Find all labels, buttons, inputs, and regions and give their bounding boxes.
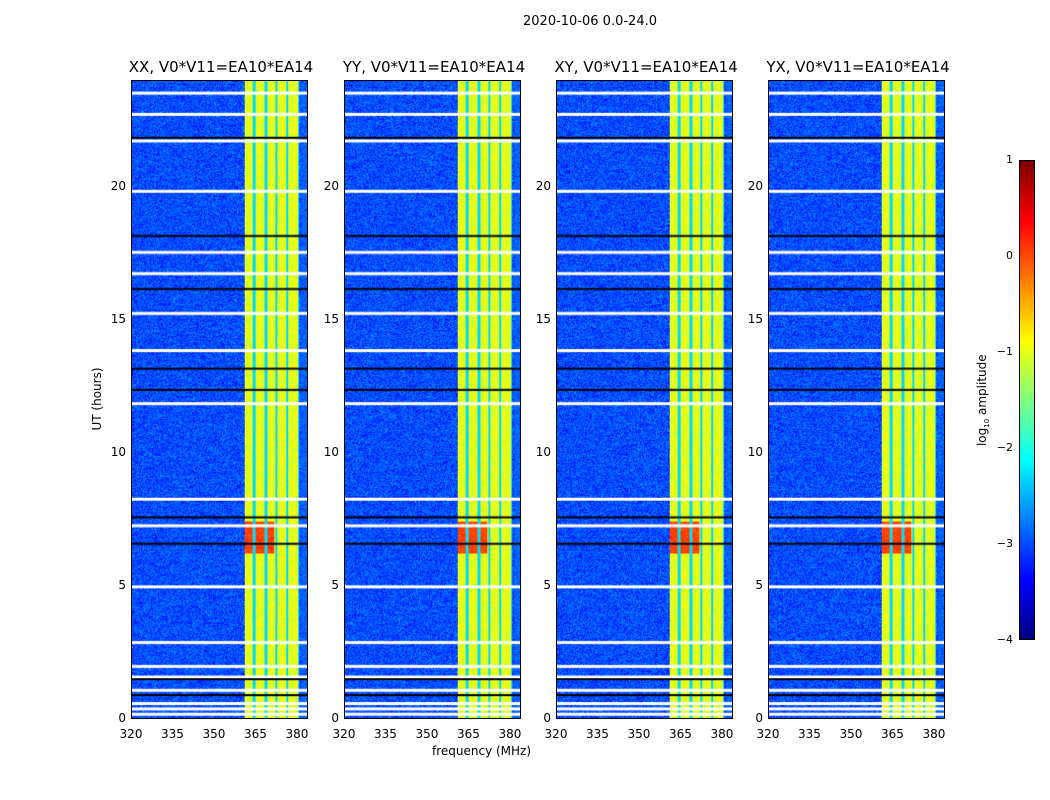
x-tick-label: 350 bbox=[839, 727, 863, 741]
y-tick-label: 20 bbox=[535, 178, 551, 193]
x-axis-label: frequency (MHz) bbox=[432, 744, 532, 758]
colorbar-tick-label: −1 bbox=[996, 345, 1013, 358]
colorbar-tick-label: −3 bbox=[996, 537, 1013, 550]
x-tick-label: 335 bbox=[798, 727, 821, 741]
x-tick-label: 335 bbox=[586, 727, 609, 741]
spectrogram-heatmap bbox=[344, 80, 521, 719]
spectrogram-heatmap bbox=[768, 80, 945, 719]
panel-1: YY, V0*V11=EA10*EA14 320 335 350 365 380 0 5 10 1… bbox=[324, 58, 525, 741]
colorbar-tick-label: 0 bbox=[1006, 249, 1013, 262]
y-tick-label: 5 bbox=[755, 577, 763, 592]
x-tick-label: 320 bbox=[119, 727, 143, 741]
colorbar-tick-label: −2 bbox=[996, 441, 1013, 454]
x-tick-label: 320 bbox=[544, 727, 568, 741]
colorbar-label: log10 amplitude bbox=[974, 354, 992, 447]
x-tick-label: 350 bbox=[627, 727, 651, 741]
y-axis-label: UT (hours) bbox=[90, 367, 104, 431]
spectrogram-heatmap bbox=[556, 80, 733, 719]
colorbar-tick-label: 1 bbox=[1006, 153, 1013, 166]
x-tick-label: 335 bbox=[374, 727, 397, 741]
y-tick-label: 5 bbox=[331, 577, 339, 592]
x-tick-label: 365 bbox=[457, 727, 480, 741]
y-tick-label: 10 bbox=[535, 444, 551, 459]
x-tick-label: 365 bbox=[881, 727, 904, 741]
y-tick-label: 15 bbox=[747, 311, 763, 326]
panel-title: YX, V0*V11=EA10*EA14 bbox=[766, 58, 950, 76]
y-tick-label: 10 bbox=[110, 444, 126, 459]
figure-title: 2020-10-06 0.0-24.0 bbox=[523, 14, 657, 29]
x-tick-label: 380 bbox=[285, 727, 309, 741]
x-tick-label: 380 bbox=[922, 727, 946, 741]
y-tick-label: 20 bbox=[747, 178, 763, 193]
x-tick-label: 365 bbox=[669, 727, 692, 741]
x-tick-label: 350 bbox=[415, 727, 439, 741]
y-tick-label: 10 bbox=[323, 444, 339, 459]
x-tick-label: 380 bbox=[710, 727, 734, 741]
y-tick-label: 0 bbox=[755, 711, 763, 725]
colorbar-tick-label: −4 bbox=[996, 633, 1013, 646]
y-tick-label: 5 bbox=[118, 577, 126, 592]
x-tick-label: 365 bbox=[244, 727, 267, 741]
x-tick-label: 335 bbox=[161, 727, 184, 741]
y-tick-label: 20 bbox=[110, 178, 126, 193]
colorbar bbox=[1019, 160, 1035, 640]
y-tick-label: 15 bbox=[110, 311, 126, 326]
y-tick-label: 15 bbox=[535, 311, 551, 326]
y-tick-label: 10 bbox=[747, 444, 763, 459]
panel-3: YX, V0*V11=EA10*EA14 320 335 350 365 380 0 5 10 1… bbox=[748, 58, 950, 741]
y-tick-label: 5 bbox=[543, 577, 551, 592]
panel-title: XX, V0*V11=EA10*EA14 bbox=[128, 58, 314, 76]
panel-title: YY, V0*V11=EA10*EA14 bbox=[342, 58, 526, 76]
x-tick-label: 320 bbox=[756, 727, 780, 741]
panel-2: XY, V0*V11=EA10*EA14 320 335 350 365 380 0 5 10 1… bbox=[536, 58, 738, 741]
x-tick-label: 380 bbox=[498, 727, 522, 741]
y-tick-label: 0 bbox=[331, 711, 339, 725]
y-tick-label: 20 bbox=[323, 178, 339, 193]
y-tick-label: 0 bbox=[543, 711, 551, 725]
x-tick-label: 320 bbox=[332, 727, 356, 741]
panel-0: XX, V0*V11=EA10*EA14 320 335 350 365 380 0 5 10 1… bbox=[111, 58, 314, 741]
x-tick-label: 350 bbox=[202, 727, 226, 741]
spectrogram-heatmap bbox=[131, 80, 308, 719]
y-tick-label: 0 bbox=[118, 711, 126, 725]
y-tick-label: 15 bbox=[323, 311, 339, 326]
panel-title: XY, V0*V11=EA10*EA14 bbox=[554, 58, 738, 76]
